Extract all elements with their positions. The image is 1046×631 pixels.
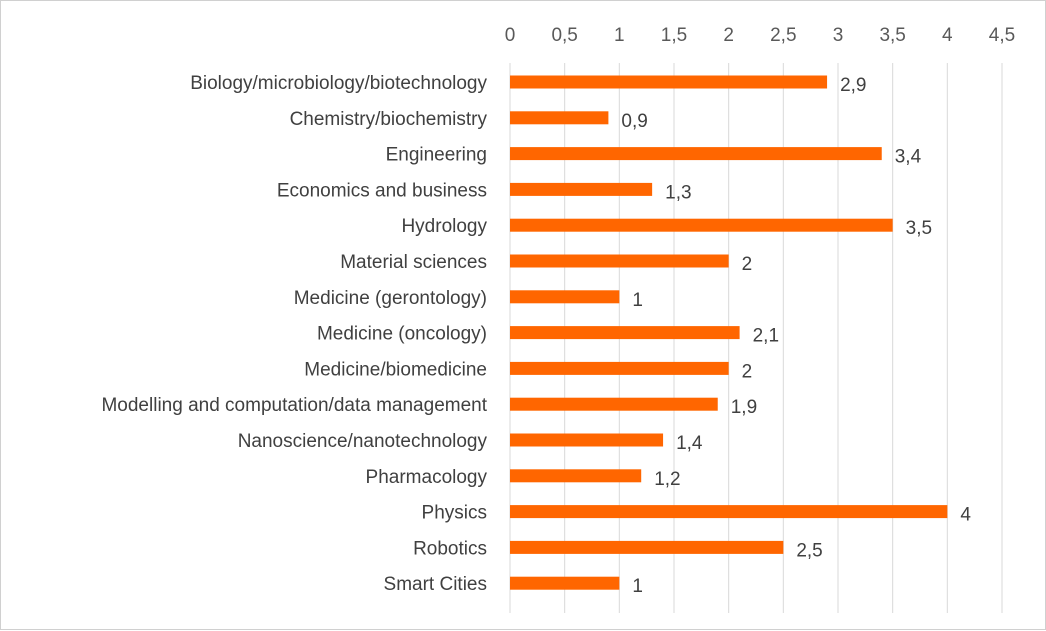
data-label: 1 bbox=[632, 576, 643, 597]
bar bbox=[510, 147, 882, 161]
x-tick-label: 0,5 bbox=[551, 25, 577, 46]
bar bbox=[510, 326, 740, 340]
bar bbox=[510, 75, 828, 89]
data-label: 3,5 bbox=[906, 218, 932, 239]
category-labels: Biology/microbiology/biotechnology Chemis… bbox=[101, 73, 487, 595]
category-label: Robotics bbox=[413, 538, 487, 559]
data-label: 1,4 bbox=[676, 433, 703, 454]
x-tick-label: 2 bbox=[723, 25, 734, 46]
x-tick-label: 1 bbox=[614, 25, 625, 46]
x-tick-label: 2,5 bbox=[770, 25, 796, 46]
data-label: 4 bbox=[960, 505, 971, 526]
category-label: Pharmacology bbox=[366, 467, 488, 488]
bar bbox=[510, 290, 620, 304]
category-label: Nanoscience/nanotechnology bbox=[238, 431, 488, 452]
x-tick-label: 4 bbox=[942, 25, 953, 46]
bar bbox=[510, 361, 729, 375]
bar bbox=[510, 576, 620, 590]
data-label: 3,4 bbox=[895, 147, 922, 168]
bar bbox=[510, 218, 893, 232]
data-label: 2,9 bbox=[840, 75, 866, 96]
data-label: 1,9 bbox=[731, 397, 757, 418]
category-label: Engineering bbox=[386, 145, 487, 166]
bar bbox=[510, 505, 948, 519]
data-label: 1 bbox=[632, 290, 643, 311]
category-label: Medicine (oncology) bbox=[317, 324, 487, 345]
category-label: Material sciences bbox=[340, 252, 487, 273]
bar bbox=[510, 469, 642, 483]
category-label: Biology/microbiology/biotechnology bbox=[190, 73, 487, 94]
bar bbox=[510, 182, 653, 196]
data-label: 2,1 bbox=[753, 326, 779, 347]
category-label: Economics and business bbox=[277, 180, 487, 201]
data-label: 0,9 bbox=[621, 111, 647, 132]
x-tick-label: 0 bbox=[505, 25, 516, 46]
bar bbox=[510, 540, 784, 554]
category-label: Modelling and computation/data managemen… bbox=[101, 395, 487, 416]
x-tick-label: 1,5 bbox=[661, 25, 687, 46]
bars bbox=[510, 75, 948, 590]
bar bbox=[510, 254, 729, 268]
category-label: Medicine (gerontology) bbox=[294, 288, 487, 309]
category-label: Chemistry/biochemistry bbox=[290, 109, 488, 130]
data-label: 2,5 bbox=[796, 540, 822, 561]
data-label: 2 bbox=[742, 361, 753, 382]
x-tick-label: 3 bbox=[833, 25, 844, 46]
category-label: Physics bbox=[422, 503, 487, 524]
category-label: Hydrology bbox=[401, 216, 487, 237]
bar bbox=[510, 397, 718, 411]
data-label: 1,2 bbox=[654, 469, 680, 490]
data-label: 2 bbox=[742, 254, 753, 275]
bar bbox=[510, 433, 664, 447]
x-axis-ticks: 0 0,5 1 1,5 2 2,5 3 3,5 4 4,5 bbox=[505, 25, 1016, 46]
category-label: Smart Cities bbox=[384, 574, 487, 595]
x-tick-label: 3,5 bbox=[879, 25, 905, 46]
x-tick-label: 4,5 bbox=[989, 25, 1015, 46]
bar bbox=[510, 111, 609, 125]
data-label: 1,3 bbox=[665, 182, 691, 203]
category-label: Medicine/biomedicine bbox=[304, 359, 487, 380]
